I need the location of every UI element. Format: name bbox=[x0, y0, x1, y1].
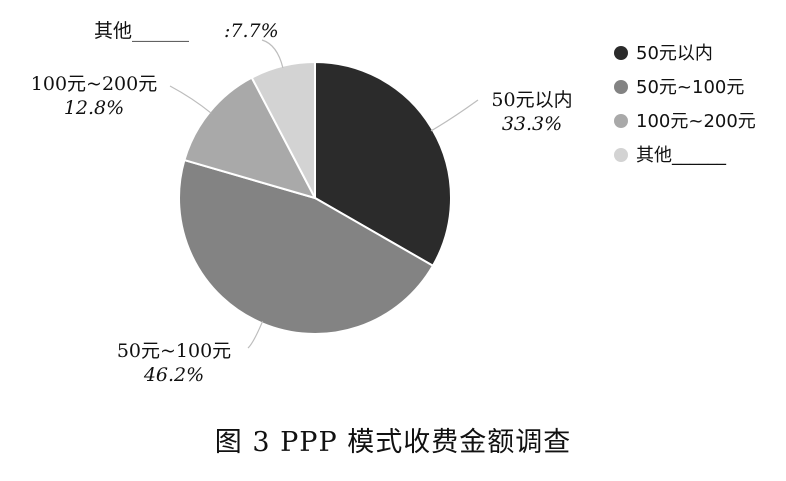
slice-label-1-value: 33.3% bbox=[502, 113, 562, 135]
leader-line-3 bbox=[169, 85, 212, 114]
slice-label-3-name: 100元~200元 bbox=[31, 73, 157, 95]
slice-label-1-name: 50元以内 bbox=[491, 89, 572, 111]
figure-caption: 图 3 PPP 模式收费金额调查 bbox=[214, 427, 572, 458]
legend-marker-4 bbox=[614, 148, 628, 162]
legend-label-3: 100元~200元 bbox=[636, 111, 756, 132]
slice-label-group-1: 50元以内 33.3% bbox=[491, 89, 572, 135]
pie-slices bbox=[178, 60, 452, 335]
leader-line-2 bbox=[247, 321, 264, 349]
legend-marker-3 bbox=[614, 114, 628, 128]
slice-label-group-3: 100元~200元 12.8% bbox=[31, 73, 157, 119]
legend-label-1: 50元以内 bbox=[636, 43, 713, 64]
legend-label-4: 其他______ bbox=[636, 145, 727, 166]
slice-label-3-value: 12.8% bbox=[64, 97, 124, 119]
slice-label-2-name: 50元~100元 bbox=[117, 340, 231, 362]
leader-line-1 bbox=[430, 99, 479, 132]
slice-label-group-2: 50元~100元 46.2% bbox=[117, 340, 231, 386]
slice-label-4-value: :7.7% bbox=[224, 20, 279, 42]
leader-line-4 bbox=[261, 39, 284, 69]
slice-label-4-name: 其他______ bbox=[94, 20, 190, 42]
leader-lines bbox=[169, 39, 479, 349]
slice-label-2-value: 46.2% bbox=[143, 364, 204, 386]
legend: 50元以内 50元~100元 100元~200元 其他______ bbox=[614, 43, 756, 166]
legend-label-2: 50元~100元 bbox=[636, 77, 744, 98]
slice-label-4-colon: : bbox=[224, 20, 230, 42]
legend-marker-1 bbox=[614, 46, 628, 60]
slice-label-4-percent: 7.7% bbox=[230, 20, 278, 42]
legend-marker-2 bbox=[614, 80, 628, 94]
slice-label-group-4: 其他______ :7.7% bbox=[94, 20, 279, 42]
